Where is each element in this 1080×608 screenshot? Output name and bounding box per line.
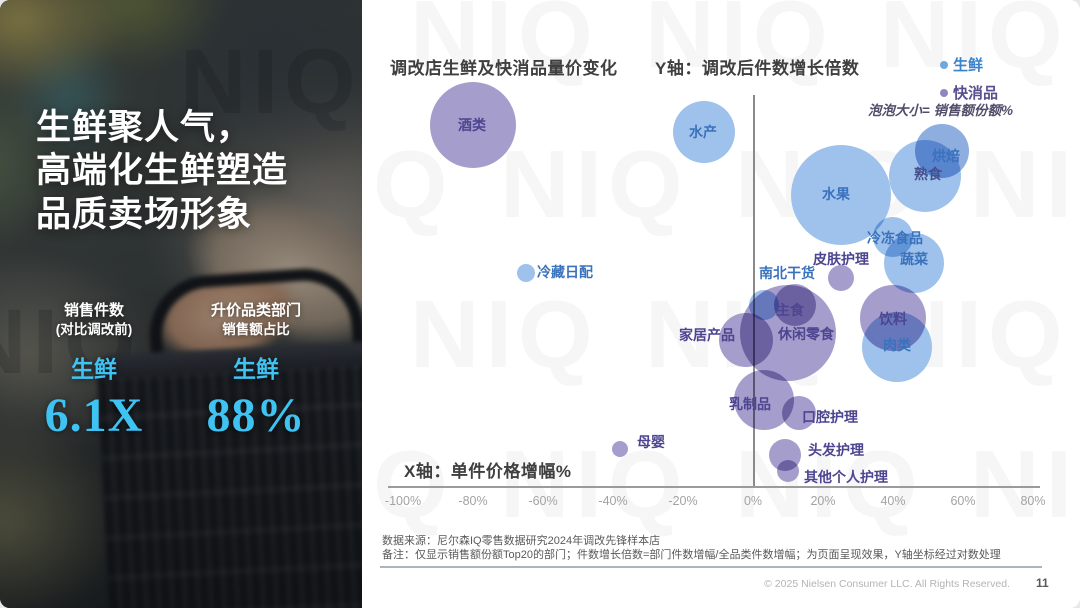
legend-item-生鲜: 生鲜 <box>940 54 998 75</box>
page-number: 11 <box>1036 576 1049 590</box>
x-tick-label: -100% <box>384 494 422 508</box>
bubble-label-母婴: 母婴 <box>637 434 665 450</box>
bubble-size-note: 泡泡大小= 销售额份额% <box>867 103 1013 118</box>
x-tick-label: 60% <box>950 494 976 508</box>
bubble-label-冷冻食品: 冷冻食品 <box>867 230 923 246</box>
stat-label: 销售件数 <box>63 302 124 319</box>
footnote-note: 备注：仅显示销售额份额Top20的部门；件数增长倍数=部门件数增幅/全品类件数增… <box>382 549 1001 561</box>
bubble-label-主食: 主食 <box>776 302 804 318</box>
y-axis-label: Y轴：调改后件数增长倍数 <box>655 59 860 78</box>
bubble-label-皮肤护理: 皮肤护理 <box>813 251 869 267</box>
x-axis-label: X轴：单件价格增幅% <box>404 462 572 481</box>
bubble-其他个人护理 <box>777 460 799 482</box>
bubble-label-其他个人护理: 其他个人护理 <box>804 469 888 485</box>
bubble-label-水果: 水果 <box>822 186 850 202</box>
x-axis-line <box>388 486 1040 488</box>
x-tick-label: 80% <box>1020 494 1046 508</box>
bubble-label-酒类: 酒类 <box>458 117 486 133</box>
bubble-label-熟食: 熟食 <box>914 166 942 182</box>
bubble-label-蔬菜: 蔬菜 <box>900 251 928 267</box>
stat-sublabel: (对比调改前) <box>55 321 133 337</box>
stat-value: 88% <box>206 389 306 443</box>
stat-sales-share: 升价品类部门 销售额占比 生鲜 88% <box>186 302 326 443</box>
headline-line-3: 品质卖场形象 <box>36 194 253 234</box>
bubble-水产 <box>673 101 735 163</box>
stats-row: 销售件数 (对比调改前) 生鲜 6.1X 升价品类部门 销售额占比 生鲜 88% <box>0 302 362 443</box>
x-tick-label: -20% <box>668 494 698 508</box>
bubble-口腔护理 <box>781 396 816 430</box>
x-tick-label: -40% <box>598 494 628 508</box>
bubble-家居产品 <box>719 313 773 367</box>
bubble-label-水产: 水产 <box>689 124 717 140</box>
chart-title: 调改店生鲜及快消品量价变化 <box>390 59 618 78</box>
legend-dot-icon <box>940 88 948 97</box>
bubble-酒类 <box>430 82 516 168</box>
stat-category: 生鲜 <box>71 356 117 383</box>
bubble-蔬菜 <box>884 233 944 293</box>
bubble-皮肤护理 <box>827 265 854 291</box>
legend-item-快消品: 快消品 <box>940 82 998 103</box>
stat-category: 生鲜 <box>233 356 279 383</box>
x-tick-label: 20% <box>810 494 836 508</box>
bubble-label-南北干货: 南北干货 <box>759 265 815 281</box>
footer-divider <box>380 566 1042 568</box>
stat-sales-units: 销售件数 (对比调改前) 生鲜 6.1X <box>24 302 164 443</box>
legend-label: 生鲜 <box>953 57 984 74</box>
bubble-label-家居产品: 家居产品 <box>679 327 735 343</box>
bubble-烘焙 <box>915 124 969 178</box>
headline: 生鲜聚人气， 高端化生鲜塑造 品质卖场形象 <box>36 106 346 236</box>
bubble-label-烘焙: 烘焙 <box>932 148 960 164</box>
bubble-label-肉类: 肉类 <box>883 337 911 353</box>
photo-dark-overlay <box>0 0 362 608</box>
legend-dot-icon <box>940 60 948 69</box>
headline-line-2: 高端化生鲜塑造 <box>36 151 289 191</box>
legend: 生鲜 快消品 <box>940 54 998 110</box>
y-axis-line <box>753 95 755 486</box>
x-tick-label: 0% <box>743 494 763 508</box>
bubble-label-头发护理: 头发护理 <box>808 442 864 458</box>
bubble-label-口腔护理: 口腔护理 <box>802 409 858 425</box>
legend-label: 快消品 <box>953 85 999 102</box>
bubble-label-饮料: 饮料 <box>879 311 907 327</box>
stat-label: 升价品类部门 <box>210 302 301 319</box>
x-tick-label: -60% <box>528 494 558 508</box>
bubble-label-乳制品: 乳制品 <box>729 396 771 412</box>
footnote-source: 数据来源：尼尔森IQ零售数据研究2024年调改先锋样本店 <box>382 535 661 547</box>
bubble-label-冷藏日配: 冷藏日配 <box>537 264 593 280</box>
x-tick-label: 40% <box>880 494 906 508</box>
x-tick-label: -80% <box>458 494 488 508</box>
copyright: © 2025 Nielsen Consumer LLC. All Rights … <box>764 578 1010 590</box>
stat-value: 6.1X <box>44 389 144 443</box>
bubble-label-休闲零食: 休闲零食 <box>778 326 834 342</box>
bubble-冷藏日配 <box>516 264 535 282</box>
bubble-母婴 <box>612 441 628 457</box>
headline-line-1: 生鲜聚人气， <box>36 108 253 147</box>
bubble-饮料 <box>860 285 926 351</box>
stat-sublabel: 销售额占比 <box>222 321 290 337</box>
